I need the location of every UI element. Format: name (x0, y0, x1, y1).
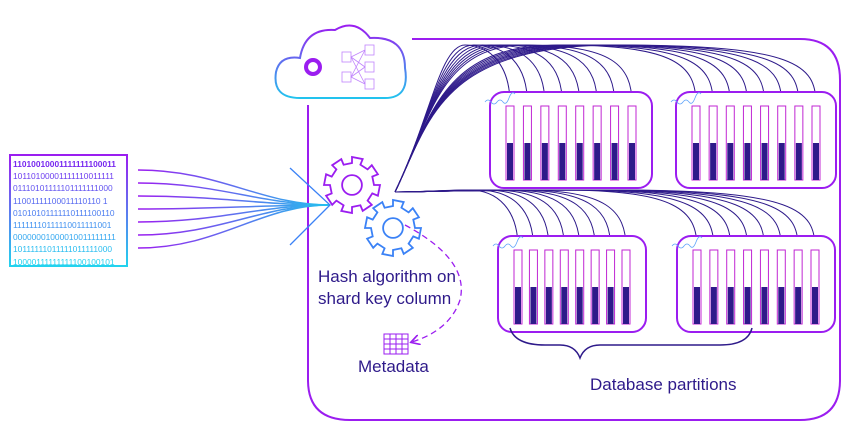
partition-column-fill (541, 143, 548, 180)
logo-icon (304, 58, 322, 76)
partition-column-fill (545, 287, 552, 324)
partition-column-fill (761, 287, 768, 324)
metadata-label: Metadata (358, 357, 429, 376)
input-line (137, 195, 331, 206)
partition-column-fill (693, 143, 699, 180)
wave-icon (670, 92, 702, 105)
partition-column-fill (727, 143, 734, 180)
partition-column-fill (561, 287, 568, 324)
binary-row: 11111110111110011111001 (13, 220, 112, 231)
partition-column-fill (710, 143, 717, 180)
network-icon (341, 44, 375, 90)
gear-hole (341, 174, 363, 196)
partition-column-fill (594, 143, 601, 180)
gear-hole (382, 217, 404, 239)
binary-row: 01110101111101111111000 (13, 183, 113, 194)
metadata-arrow (404, 224, 462, 342)
wave-icon (492, 236, 524, 249)
partition-column-fill (576, 287, 583, 324)
table-icon (383, 333, 409, 355)
partition (484, 91, 653, 189)
partition-column-fill (515, 287, 521, 324)
gear-icon (322, 155, 423, 258)
cluster-border (307, 38, 841, 421)
partition-column-fill (623, 287, 629, 324)
partition-column-fill (629, 143, 635, 180)
binary-row: 10110100001111110011111 (13, 171, 114, 182)
partition (492, 235, 647, 333)
database-partitions (484, 91, 837, 333)
partition-column-fill (524, 143, 531, 180)
partition-column-fill (744, 287, 751, 324)
cloud-icon (274, 24, 407, 99)
binary-row: 00000001000010011111111 (13, 232, 116, 243)
partition-column-fill (744, 143, 751, 180)
binary-row: 10111111011111011111000 (13, 244, 113, 255)
partition-column-fill (710, 287, 717, 324)
distribution-curves (394, 44, 816, 248)
binary-row: 01010101111110111100110 (13, 207, 115, 218)
wave-icon (671, 236, 703, 249)
partition-column-fill (795, 143, 802, 180)
distribution-curve (394, 189, 815, 248)
partition-column-fill (576, 143, 583, 180)
binary-row: 10000111111111100100101 (13, 256, 115, 267)
partition-column-fill (611, 143, 618, 180)
input-funnel (289, 167, 331, 246)
hash-label-2: shard key column (318, 289, 452, 308)
wave-icon (484, 92, 516, 105)
partition (671, 235, 836, 333)
partition-column-fill (559, 143, 566, 180)
partition-column-fill (607, 287, 614, 324)
binary-row: 11010010001111111100011 (13, 159, 116, 169)
partition-column-fill (813, 143, 819, 180)
partition-column-fill (778, 287, 785, 324)
partition (670, 91, 837, 189)
partition-column-fill (795, 287, 802, 324)
partition-column-fill (507, 143, 513, 180)
partition-column-fill (694, 287, 700, 324)
partitions-label: Database partitions (590, 375, 737, 394)
partition-column-fill (530, 287, 537, 324)
partition-column-fill (812, 287, 818, 324)
hash-label: Hash algorithm on (318, 267, 456, 286)
partition-column-fill (761, 143, 768, 180)
distribution-curve (394, 44, 816, 193)
partitions-brace (509, 327, 753, 361)
input-lines (137, 167, 331, 249)
distribution-curve (394, 44, 632, 193)
partition-column-fill (592, 287, 599, 324)
binary-data-box: 11010010001111111100011 10110100001111110… (9, 154, 128, 267)
partition-column-fill (778, 143, 785, 180)
input-line (137, 204, 331, 249)
partition-column-fill (727, 287, 734, 324)
binary-row: 11001111100011110110 1 (13, 195, 108, 206)
